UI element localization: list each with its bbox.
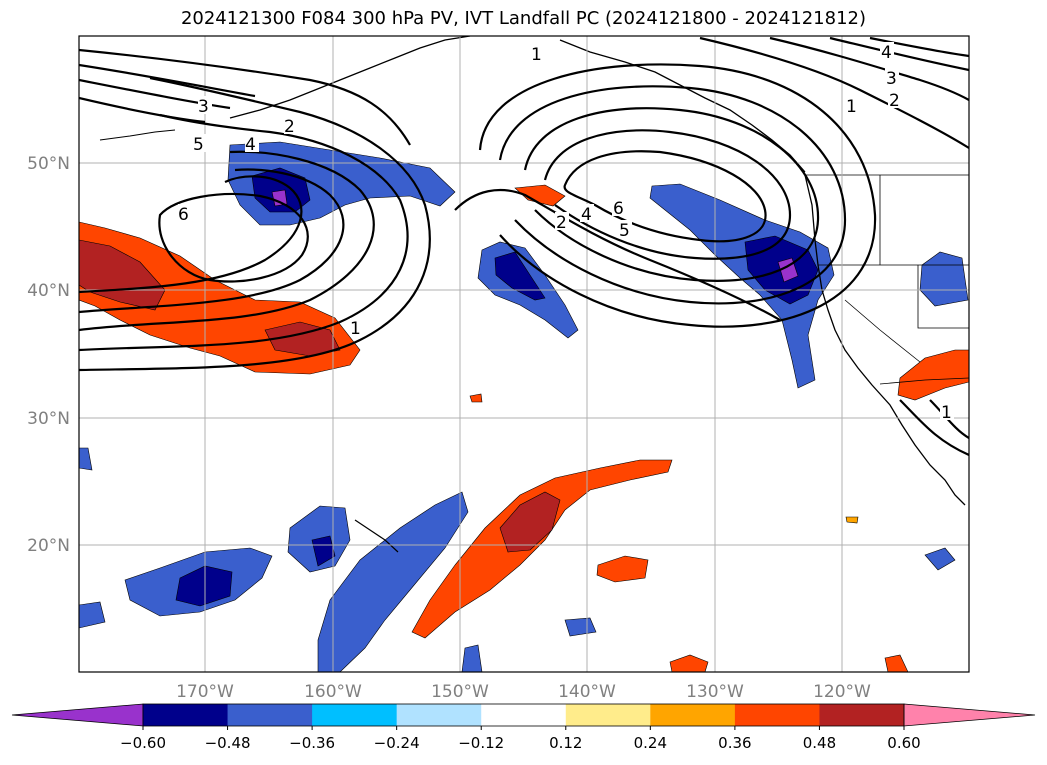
graticule xyxy=(79,36,969,672)
contour-labels: 1 1 1 2 2 2 3 3 4 4 4 5 5 6 xyxy=(178,42,954,423)
lon-label: 170°W xyxy=(176,682,234,702)
colorbar-tick-label: −0.12 xyxy=(458,734,504,752)
map-border xyxy=(78,35,970,673)
contour-label: 1 xyxy=(941,403,952,423)
colorbar-swatch xyxy=(481,704,567,726)
colorbar-extend-high xyxy=(903,703,1036,727)
lat-label: 30°N xyxy=(27,409,70,429)
colorbar-tick-label: 0.48 xyxy=(803,734,836,752)
colorbar-extend-low xyxy=(11,703,144,727)
colorbar-tick-label: 0.24 xyxy=(634,734,667,752)
lon-label: 120°W xyxy=(813,682,871,702)
lat-label: 40°N xyxy=(27,281,70,301)
lon-label: 160°W xyxy=(304,682,362,702)
colorbar-swatch xyxy=(227,704,313,726)
colorbar-tick-label: −0.48 xyxy=(205,734,251,752)
lon-label: 150°W xyxy=(431,682,489,702)
contour-label: 1 xyxy=(350,319,361,339)
contour-label: 4 xyxy=(581,205,592,225)
positive-anomaly-south xyxy=(411,459,673,639)
contour-label: 2 xyxy=(284,117,295,137)
colorbar-swatch xyxy=(650,704,736,726)
contour-label: 5 xyxy=(193,135,204,155)
lat-label: 20°N xyxy=(27,536,70,556)
negative-anomaly-northeast xyxy=(649,183,835,389)
colorbar-tick-label: 0.60 xyxy=(887,734,920,752)
negative-anomaly-diagonal xyxy=(317,491,469,672)
contour-label: 3 xyxy=(886,69,897,89)
colorbar-swatch xyxy=(312,704,398,726)
contour-label: 4 xyxy=(245,135,256,155)
contour-label: 2 xyxy=(556,213,567,233)
lon-label: 140°W xyxy=(558,682,616,702)
contour-label: 6 xyxy=(613,199,624,219)
colorbar-tick-label: 0.36 xyxy=(718,734,751,752)
contour-label: 4 xyxy=(881,43,892,63)
longitude-labels: 170°W 160°W 150°W 140°W 130°W 120°W xyxy=(176,682,871,702)
pv-contours xyxy=(79,36,969,457)
colorbar-outline xyxy=(142,703,905,727)
colorbar-swatch xyxy=(565,704,651,726)
contour-label: 5 xyxy=(619,221,630,241)
colorbar-tick-label: −0.24 xyxy=(374,734,420,752)
colorbar-swatch xyxy=(819,704,905,726)
colorbar-swatch xyxy=(143,704,229,726)
lat-label: 50°N xyxy=(27,154,70,174)
lon-label: 130°W xyxy=(686,682,744,702)
colorbar-tick-label: −0.60 xyxy=(120,734,166,752)
colorbar-swatch xyxy=(396,704,482,726)
contour-label: 6 xyxy=(178,205,189,225)
colorbar: −0.60 −0.48 −0.36 −0.24 −0.12 0.12 0.24 0.36 0.4… xyxy=(11,703,1036,752)
contour-label: 2 xyxy=(889,91,900,111)
colorbar-swatch xyxy=(734,704,820,726)
latitude-labels: 50°N 40°N 30°N 20°N xyxy=(27,154,70,556)
colorbar-tick-label: −0.36 xyxy=(289,734,335,752)
contour-label: 1 xyxy=(531,45,542,65)
contour-label: 1 xyxy=(846,97,857,117)
colorbar-tick-label: 0.12 xyxy=(549,734,582,752)
contour-label: 3 xyxy=(198,97,209,117)
map-title: 2024121300 F084 300 hPa PV, IVT Landfall… xyxy=(180,8,867,29)
